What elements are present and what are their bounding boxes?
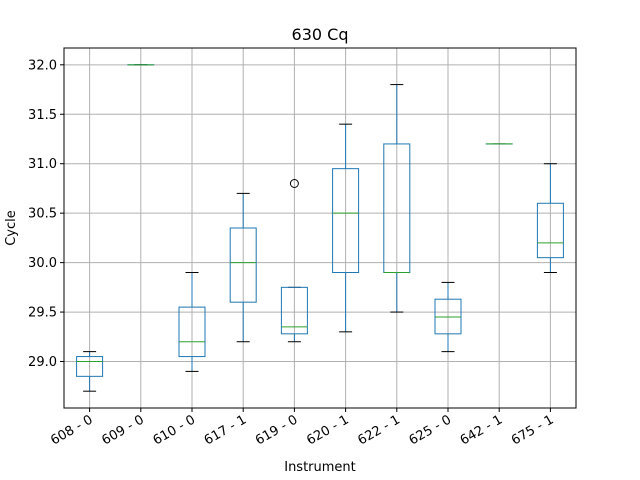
box-group [536,163,564,274]
y-tick-label: 30.0 [28,256,57,271]
y-axis: 29.0 29.5 30.0 30.5 31.0 31.5 32.0 [28,58,64,370]
iqr-box [280,286,308,335]
box-group [76,351,104,392]
iqr-box [332,168,360,274]
iqr-box [229,227,257,303]
y-tick-label: 29.0 [28,355,57,370]
y-tick-label: 29.5 [28,306,57,321]
box-group [434,281,462,353]
iqr-box [76,356,104,377]
y-tick-label: 31.5 [28,108,57,123]
box-group [332,123,360,333]
y-axis-label: Cycle [4,210,19,246]
plot-frame [63,47,577,409]
box-group [229,192,257,343]
x-axis-label: Instrument [284,460,356,475]
box-group [280,178,308,343]
chart-title: 630 Cq [292,25,349,44]
iqr-box [536,202,564,259]
box-series [76,64,564,392]
y-tick-label: 31.0 [28,157,57,172]
y-tick-label: 30.5 [28,207,57,222]
box-group [178,272,206,372]
outlier-point [289,178,299,188]
y-tick-label: 32.0 [28,58,57,73]
box-group [383,84,411,313]
iqr-box [178,306,206,358]
